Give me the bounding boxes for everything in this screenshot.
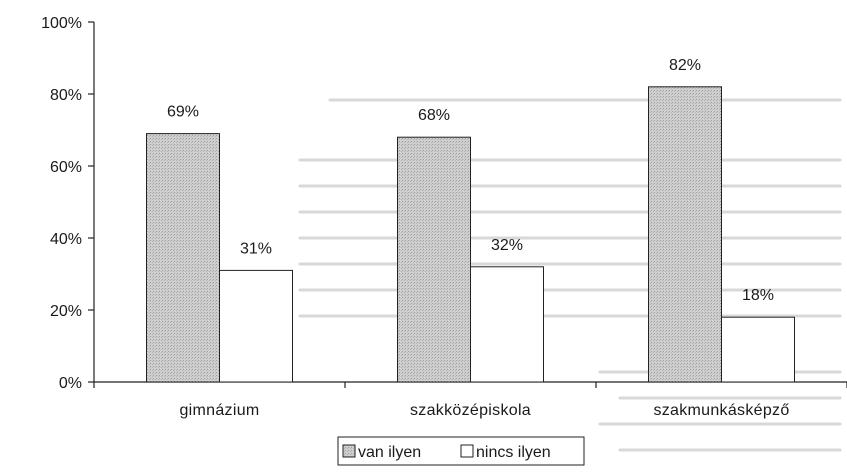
data-label: 18% xyxy=(742,287,774,304)
plot-area: 0% 20% 40% 60% 80% 100% 69% 31% gimnázium 68% 32% s… xyxy=(41,15,847,419)
bar-van-ilyen xyxy=(397,136,471,383)
y-tick-label: 0% xyxy=(59,375,82,392)
legend: van ilyen nincs ilyen xyxy=(337,436,585,466)
y-tick-label: 20% xyxy=(50,303,82,320)
y-tick-label: 100% xyxy=(41,15,82,32)
legend-swatch-van-ilyen xyxy=(342,444,356,458)
data-label: 31% xyxy=(240,240,272,257)
scan-background xyxy=(298,98,842,452)
bar-nincs-ilyen xyxy=(470,266,544,383)
bar-nincs-ilyen xyxy=(721,316,795,383)
data-label: 68% xyxy=(418,107,450,124)
legend-swatch-nincs-ilyen xyxy=(460,444,474,458)
y-tick-label: 60% xyxy=(50,159,82,176)
data-label: 82% xyxy=(669,57,701,74)
legend-label-nincs-ilyen: nincs ilyen xyxy=(476,444,551,461)
y-tick-label: 80% xyxy=(50,87,82,104)
bar-van-ilyen xyxy=(146,133,220,383)
data-label: 32% xyxy=(491,237,523,254)
category-label: szakközépiskola xyxy=(410,402,531,419)
category-label: szakmunkásképző xyxy=(653,402,789,419)
category-label: gimnázium xyxy=(179,402,259,419)
bar-van-ilyen xyxy=(648,86,722,383)
y-tick-label: 40% xyxy=(50,231,82,248)
bar-nincs-ilyen xyxy=(219,269,293,383)
data-label: 69% xyxy=(167,104,199,121)
legend-label-van-ilyen: van ilyen xyxy=(358,444,421,461)
